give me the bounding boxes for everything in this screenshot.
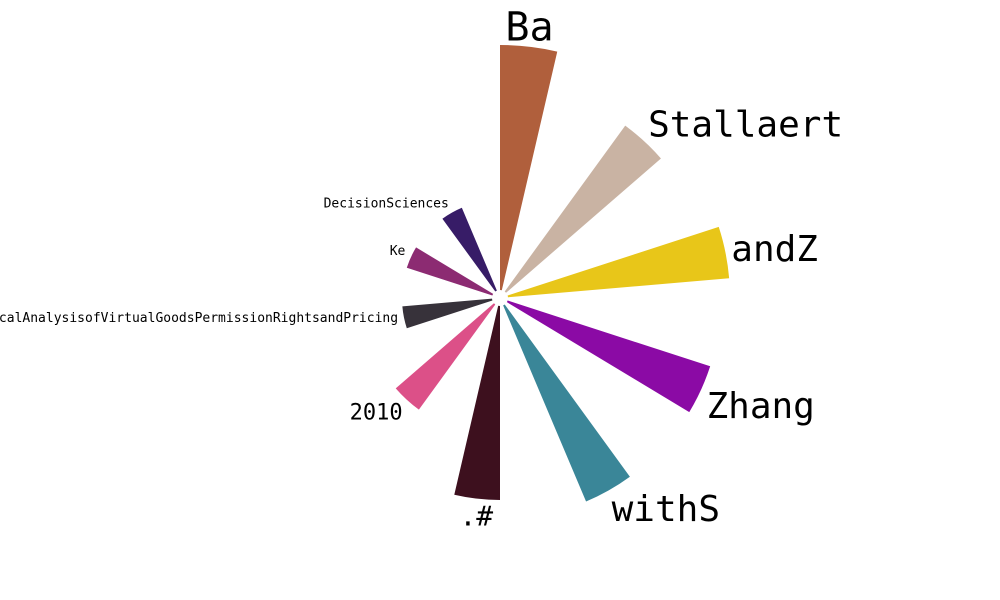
category-label-ba: Ba [505, 5, 553, 51]
category-label-2010: 2010 [350, 400, 403, 425]
category-label-ke: Ke [390, 244, 406, 259]
bar-ba [500, 45, 558, 291]
category-label-withs: withS [612, 489, 720, 530]
bar-stallaert [504, 125, 661, 293]
bar-decisionsciences [442, 207, 497, 292]
bars-layer [395, 45, 730, 502]
category-label-stallaert: Stallaert [648, 105, 843, 146]
bar-2010 [395, 303, 496, 410]
bar-zhang [506, 300, 711, 413]
bar-withs [503, 304, 630, 502]
category-label-andz: andZ [731, 229, 818, 270]
bar-andz [507, 226, 730, 298]
labels-layer: Ba Stallaert andZ Zhang withS .# 2010 AnEmpiric… [0, 5, 843, 533]
category-label-decisionsciences: DecisionSciences [324, 196, 449, 211]
bar-anempiricalanalysisofvirtualgoodspermissionrightsandpricing [402, 298, 493, 329]
category-label-anempiricalanalysisofvirtualgoodspermissionrightsandpricing: AnEmpiricalAnalysisofVirtualGoodsPermiss… [0, 311, 398, 326]
category-label-x: .# [459, 499, 493, 532]
bar-x [454, 305, 500, 500]
bar-ke [406, 247, 494, 296]
category-label-zhang: Zhang [706, 386, 814, 427]
